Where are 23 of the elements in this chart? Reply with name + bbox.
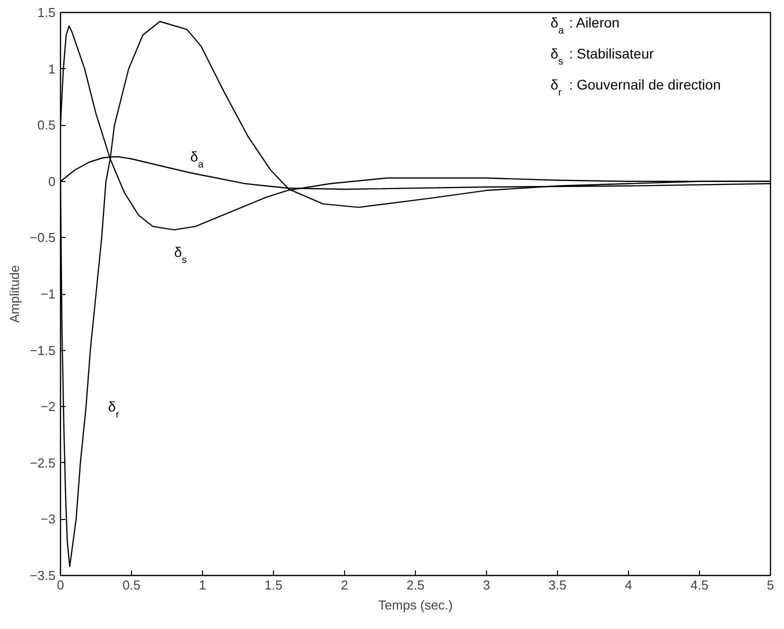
x-tick-label: 4 [624,578,632,592]
y-tick-label: −3 [40,512,56,527]
x-tick-label: 3.5 [548,578,567,592]
x-tick-label: 2.5 [406,578,425,592]
y-tick-label: 0.5 [37,118,56,133]
y-tick-label: −1 [40,286,56,302]
y-tick-label: 0 [48,174,56,189]
x-axis-title: Temps (sec.) [378,598,453,612]
y-tick-label: −1.5 [30,342,56,358]
y-tick-label: 1 [48,61,56,76]
x-tick-label: 4.5 [690,578,709,592]
y-tick-label: −2 [40,399,56,414]
y-tick-label: −3.5 [30,568,56,583]
x-tick-label: 5 [766,578,774,592]
y-axis-title: Amplitude [6,265,22,323]
x-tick-label: 2 [340,578,348,592]
y-tick-label: −2.5 [30,455,56,470]
y-tick-label: −0.5 [30,230,56,246]
x-tick-label: 1 [198,578,206,592]
x-tick-label: 1.5 [264,578,283,592]
x-tick-label: 3 [482,578,490,592]
y-tick-label: 1.5 [37,5,56,20]
x-tick-label: 0.5 [122,578,141,592]
